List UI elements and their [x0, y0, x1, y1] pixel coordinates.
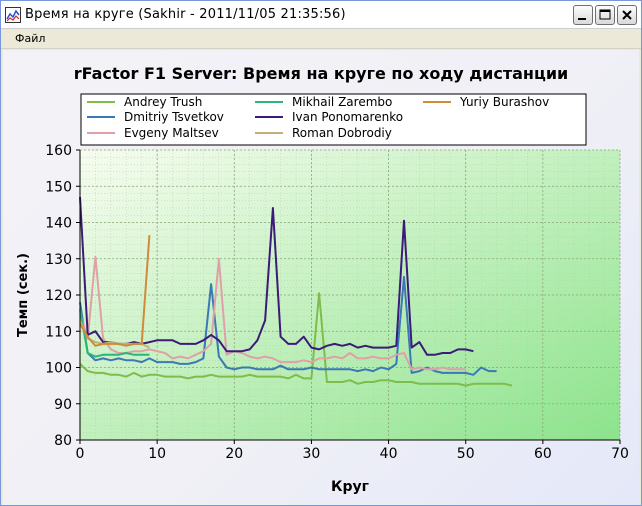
legend-label: Evgeny Maltsev [124, 126, 219, 140]
y-tick-label: 110 [45, 324, 72, 340]
y-tick-label: 120 [45, 288, 72, 304]
y-tick-label: 160 [45, 143, 72, 159]
legend-label: Roman Dobrodiy [292, 126, 392, 140]
legend-label: Mikhail Zarembo [292, 95, 392, 109]
x-tick-label: 60 [534, 446, 552, 462]
close-button[interactable] [617, 5, 637, 25]
series-line-1 [79, 275, 497, 376]
y-axis-label: Темп (сек.) [16, 253, 31, 337]
menu-bar: Файл [1, 29, 641, 49]
maximize-icon [599, 9, 611, 20]
x-tick-label: 40 [380, 446, 398, 462]
y-tick-label: 90 [54, 397, 72, 413]
chart-app-icon [5, 7, 21, 23]
menu-file[interactable]: Файл [15, 32, 46, 45]
x-tick-label: 50 [457, 446, 475, 462]
x-tick-label: 20 [225, 446, 243, 462]
series-line-0 [79, 292, 513, 387]
series-line-6 [79, 235, 151, 347]
series-lines [79, 197, 513, 387]
series-line-3 [79, 309, 150, 358]
maximize-button[interactable] [595, 5, 615, 25]
x-tick-label: 70 [611, 446, 629, 462]
chart-title: rFactor F1 Server: Время на круге по ход… [74, 64, 569, 83]
legend-label: Andrey Trush [124, 95, 202, 109]
grid [79, 149, 621, 441]
y-tick-label: 80 [54, 433, 72, 449]
window-title: Время на круге (Sakhir - 2011/11/05 21:3… [25, 7, 346, 22]
lap-time-chart: rFactor F1 Server: Время на круге по ход… [16, 64, 629, 495]
chart-area: rFactor F1 Server: Время на круге по ход… [3, 50, 639, 505]
x-axis-label: Круг [331, 479, 369, 495]
series-line-4 [79, 197, 474, 356]
series-line-2 [79, 255, 466, 371]
y-tick-label: 140 [45, 216, 72, 232]
minimize-button[interactable] [573, 5, 593, 25]
legend-label: Dmitriy Tsvetkov [124, 110, 224, 124]
x-tick-label: 10 [148, 446, 166, 462]
axes: 0 10 20 30 40 50 60 70 80 90 100 110 120 130 140 150 160 [45, 143, 629, 462]
title-bar[interactable]: Время на круге (Sakhir - 2011/11/05 21:3… [1, 1, 641, 29]
legend-label: Ivan Ponomarenko [292, 110, 403, 124]
y-tick-label: 100 [45, 361, 72, 377]
close-icon [622, 10, 632, 20]
y-tick-label: 130 [45, 252, 72, 268]
minimize-icon [578, 18, 586, 20]
legend-label: Yuriy Burashov [459, 95, 549, 109]
y-tick-label: 150 [45, 179, 72, 195]
x-tick-label: 0 [76, 446, 85, 462]
legend-box [80, 93, 587, 146]
x-tick-label: 30 [303, 446, 321, 462]
